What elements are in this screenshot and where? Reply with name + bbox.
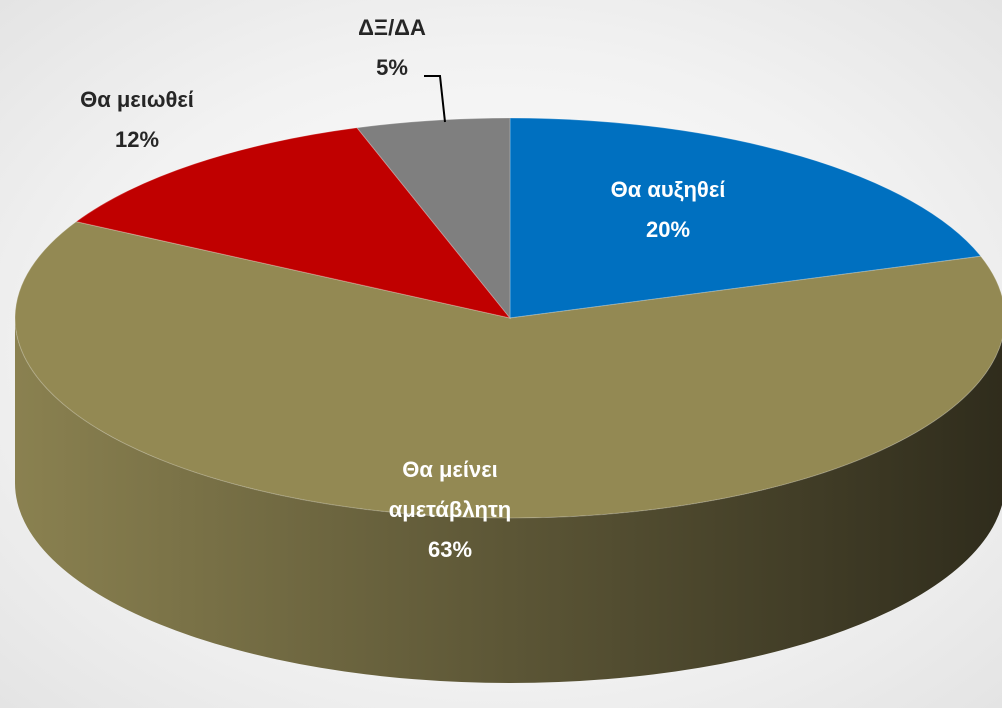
slice-percent: 5% bbox=[376, 55, 408, 80]
slice-name: Θα μειωθεί bbox=[80, 87, 194, 112]
slice-side bbox=[15, 318, 1002, 683]
slice-label: Θα μείνει αμετάβλητη 63% bbox=[340, 450, 560, 570]
slice-name: ΔΞ/ΔΑ bbox=[358, 15, 426, 40]
slice bbox=[356, 117, 511, 320]
slice-percent: 63% bbox=[427, 537, 473, 562]
slice-label: Θα αυξηθεί 20% bbox=[538, 170, 798, 250]
slices bbox=[14, 117, 1002, 683]
slice-percent: 20% bbox=[645, 217, 691, 242]
slice-label: Θα μειωθεί 12% bbox=[17, 80, 257, 160]
slice bbox=[509, 117, 982, 319]
slice bbox=[75, 127, 512, 319]
slice-percent: 12% bbox=[114, 127, 160, 152]
slice-name: Θα μείνει αμετάβλητη bbox=[388, 457, 512, 522]
slice-label: ΔΞ/ΔΑ 5% bbox=[312, 8, 472, 88]
slice-name: Θα αυξηθεί bbox=[610, 177, 726, 202]
slice bbox=[14, 221, 1002, 519]
leader-line bbox=[424, 75, 446, 123]
